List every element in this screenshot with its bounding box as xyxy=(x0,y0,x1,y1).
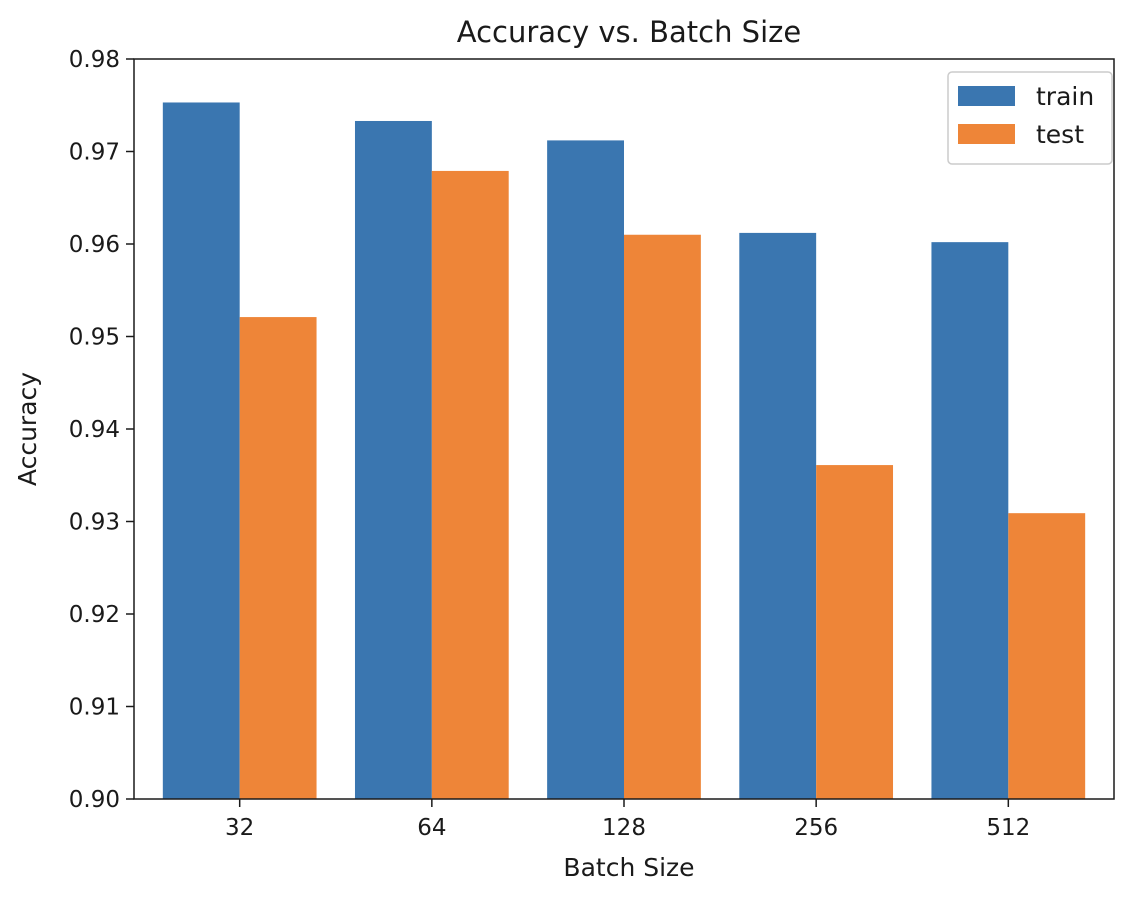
bar-train-256 xyxy=(739,232,817,799)
y-tick-label: 0.95 xyxy=(69,325,120,351)
bar-test-128 xyxy=(624,234,701,799)
x-tick-label: 128 xyxy=(602,815,646,841)
bar-train-512 xyxy=(931,242,1009,799)
bar-test-256 xyxy=(816,465,894,799)
x-tick-label: 64 xyxy=(417,815,446,841)
y-tick-label: 0.93 xyxy=(69,510,120,536)
legend-swatch-test xyxy=(958,124,1015,144)
y-tick-label: 0.98 xyxy=(69,47,120,73)
legend-label-train: train xyxy=(1036,82,1094,111)
bar-train-128 xyxy=(547,140,624,799)
x-tick-label: 512 xyxy=(986,815,1030,841)
x-axis-label: Batch Size xyxy=(563,853,694,882)
plot-frame xyxy=(133,58,1115,800)
bar-test-512 xyxy=(1008,513,1086,799)
legend-swatch-train xyxy=(958,86,1015,106)
legend: train test xyxy=(947,71,1113,165)
bar-test-32 xyxy=(239,317,317,799)
bar-train-64 xyxy=(354,120,432,800)
bars-group xyxy=(162,102,1086,800)
y-tick-label: 0.94 xyxy=(69,417,120,443)
y-axis-ticks: 0.90 0.91 0.92 0.93 0.94 0.95 0.96 0.97 0.98 xyxy=(69,47,134,813)
y-tick-label: 0.92 xyxy=(69,602,120,628)
legend-label-test: test xyxy=(1036,120,1084,149)
bar-train-32 xyxy=(162,102,240,800)
y-axis-label: Accuracy xyxy=(13,372,42,486)
x-axis-ticks: 32 64 128 256 512 xyxy=(225,799,1030,841)
x-tick-label: 256 xyxy=(794,815,838,841)
y-tick-label: 0.97 xyxy=(69,140,120,166)
chart-title: Accuracy vs. Batch Size xyxy=(457,15,801,49)
y-tick-label: 0.90 xyxy=(69,787,120,813)
y-tick-label: 0.96 xyxy=(69,232,120,258)
bar-test-64 xyxy=(431,170,509,800)
y-tick-label: 0.91 xyxy=(69,695,120,721)
x-tick-label: 32 xyxy=(225,815,254,841)
